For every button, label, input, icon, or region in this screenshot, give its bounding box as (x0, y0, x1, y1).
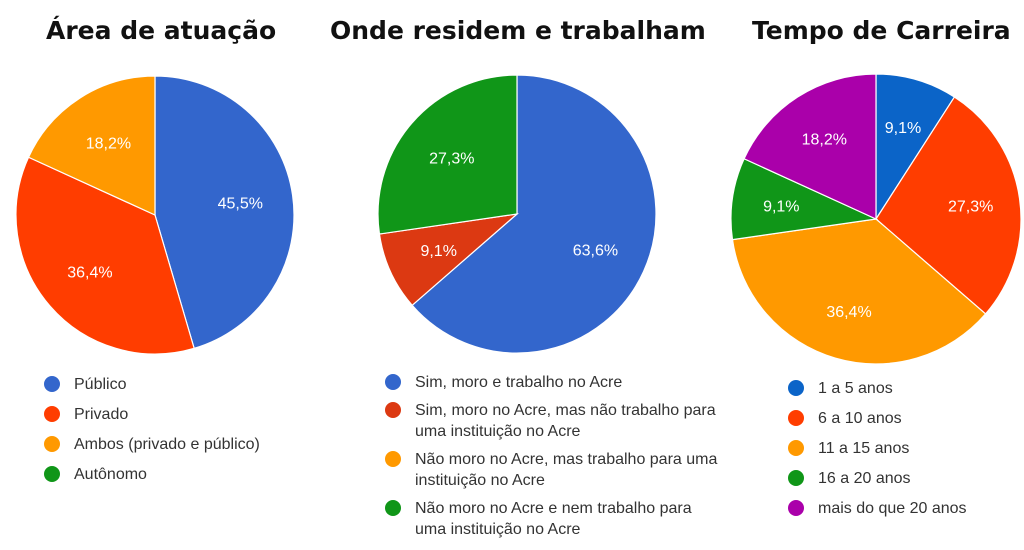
pie-chart-area-de-atuacao: 45,5% 36,4% 18,2% (15, 75, 295, 355)
legend-area-de-atuacao: Público Privado Ambos (privado e público) A… (44, 374, 334, 494)
chart-title-area-de-atuacao: Área de atuação (46, 16, 277, 45)
pie-slice-area-de-atuacao-0 (154, 75, 295, 350)
chart-title-tempo-de-carreira: Tempo de Carreira (752, 16, 1011, 45)
legend-swatch (44, 466, 60, 482)
legend-swatch (385, 374, 401, 390)
legend-label: 1 a 5 anos (818, 380, 893, 397)
pie-slice-tempo-de-carreira-1 (875, 96, 1022, 315)
legend-swatch (44, 406, 60, 422)
legend-label: Não moro no Acre e nem trabalho para uma… (415, 500, 692, 538)
legend-item-tempo-de-carreira-1: 6 a 10 anos (788, 408, 1018, 429)
legend-swatch (44, 376, 60, 392)
legend-item-tempo-de-carreira-2: 11 a 15 anos (788, 438, 1018, 459)
legend-swatch (385, 500, 401, 516)
pie-slice-area-de-atuacao-2 (27, 75, 156, 216)
legend-swatch (385, 402, 401, 418)
legend-item-area-de-atuacao-2: Ambos (privado e público) (44, 434, 334, 455)
legend-label: Público (74, 376, 127, 393)
legend-item-area-de-atuacao-0: Público (44, 374, 334, 395)
legend-tempo-de-carreira: 1 a 5 anos 6 a 10 anos 11 a 15 anos 16 a 20… (788, 378, 1018, 528)
slice-label-onde-residem-e-trabalham-0: 63,6% (573, 243, 618, 260)
legend-label: 16 a 20 anos (818, 470, 911, 487)
slice-label-area-de-atuacao-1: 36,4% (67, 264, 112, 281)
pie-slice-area-de-atuacao-1 (15, 156, 195, 355)
pie-chart-tempo-de-carreira: 9,1% 27,3% 36,4% 9,1% 18,2% (730, 73, 1022, 365)
slice-label-tempo-de-carreira-0: 9,1% (885, 120, 921, 137)
legend-label: Sim, moro e trabalho no Acre (415, 374, 623, 391)
pie-slice-onde-residem-e-trabalham-1 (378, 213, 519, 307)
legend-label: Ambos (privado e público) (74, 436, 260, 453)
pie-slice-onde-residem-e-trabalham-0 (411, 74, 657, 354)
legend-label: mais do que 20 anos (818, 500, 967, 517)
pie-slice-tempo-de-carreira-4 (743, 73, 877, 220)
legend-item-tempo-de-carreira-3: 16 a 20 anos (788, 468, 1018, 489)
legend-item-onde-residem-e-trabalham-2: Não moro no Acre, mas trabalho para uma … (385, 449, 725, 491)
legend-item-area-de-atuacao-3: Autônomo (44, 464, 334, 485)
legend-swatch (788, 380, 804, 396)
legend-label: 6 a 10 anos (818, 410, 902, 427)
legend-swatch (44, 436, 60, 452)
pie-slice-onde-residem-e-trabalham-3 (377, 74, 518, 235)
slice-label-onde-residem-e-trabalham-1: 9,1% (420, 243, 456, 260)
slice-label-area-de-atuacao-0: 45,5% (218, 196, 263, 213)
pie-chart-onde-residem: 63,6% 9,1% 27,3% (377, 74, 657, 354)
legend-label: Autônomo (74, 466, 147, 483)
legend-item-area-de-atuacao-1: Privado (44, 404, 334, 425)
chart-title-onde-residem: Onde residem e trabalham (330, 16, 706, 45)
legend-swatch (385, 451, 401, 467)
slice-label-area-de-atuacao-2: 18,2% (86, 136, 131, 153)
legend-item-onde-residem-e-trabalham-3: Não moro no Acre e nem trabalho para uma… (385, 498, 725, 540)
slice-label-tempo-de-carreira-4: 18,2% (802, 132, 847, 149)
legend-onde-residem: Sim, moro e trabalho no Acre Sim, moro no… (385, 372, 725, 547)
slice-label-tempo-de-carreira-3: 9,1% (763, 198, 799, 215)
pie-slice-tempo-de-carreira-0 (875, 73, 956, 222)
slice-label-onde-residem-e-trabalham-3: 27,3% (429, 151, 474, 168)
slice-label-tempo-de-carreira-2: 36,4% (826, 304, 871, 321)
legend-swatch (788, 500, 804, 516)
pie-slice-tempo-de-carreira-3 (730, 157, 879, 241)
pie-slice-tempo-de-carreira-2 (731, 218, 987, 365)
legend-swatch (788, 410, 804, 426)
legend-swatch (788, 440, 804, 456)
slice-label-tempo-de-carreira-1: 27,3% (948, 198, 993, 215)
legend-item-onde-residem-e-trabalham-0: Sim, moro e trabalho no Acre (385, 372, 725, 393)
legend-swatch (788, 470, 804, 486)
legend-item-onde-residem-e-trabalham-1: Sim, moro no Acre, mas não trabalho para… (385, 400, 725, 442)
legend-label: Privado (74, 406, 129, 423)
legend-label: Não moro no Acre, mas trabalho para uma … (415, 451, 718, 489)
legend-label: 11 a 15 anos (818, 440, 910, 457)
legend-label: Sim, moro no Acre, mas não trabalho para… (415, 402, 716, 440)
legend-item-tempo-de-carreira-0: 1 a 5 anos (788, 378, 1018, 399)
legend-item-tempo-de-carreira-4: mais do que 20 anos (788, 498, 1018, 519)
